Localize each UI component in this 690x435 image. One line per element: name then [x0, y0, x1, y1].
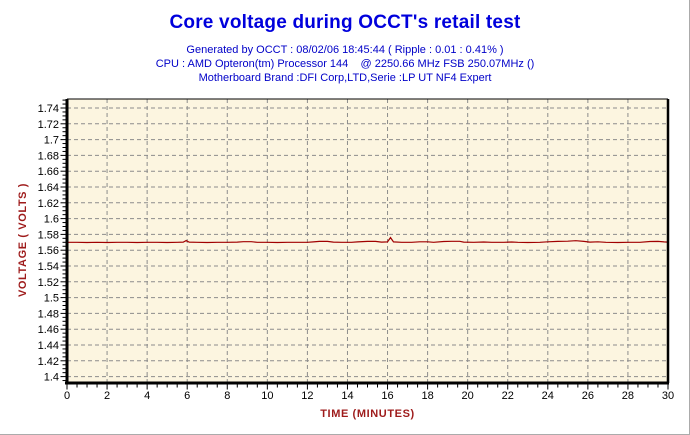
y-tick-label: 1.44 — [38, 340, 59, 352]
x-tick-label: 24 — [542, 390, 554, 402]
y-tick-label: 1.54 — [38, 261, 59, 273]
y-tick-label: 1.56 — [38, 245, 59, 257]
x-tick-label: 2 — [104, 390, 110, 402]
x-tick-label: 14 — [341, 390, 353, 402]
x-axis-title: TIME (MINUTES) — [320, 408, 415, 420]
page-title: Core voltage during OCCT's retail test — [169, 12, 521, 33]
x-tick-label: 4 — [144, 390, 150, 402]
x-tick-label: 8 — [224, 390, 230, 402]
x-tick-label: 30 — [662, 390, 674, 402]
y-tick-label: 1.58 — [38, 229, 59, 241]
y-tick-label: 1.5 — [44, 293, 59, 305]
x-tick-label: 18 — [421, 390, 433, 402]
y-tick-label: 1.74 — [38, 103, 59, 115]
x-tick-label: 22 — [502, 390, 514, 402]
y-axis-title: VOLTAGE ( VOLTS ) — [17, 182, 29, 298]
x-tick-label: 12 — [301, 390, 313, 402]
x-tick-label: 16 — [381, 390, 393, 402]
y-tick-label: 1.42 — [38, 356, 59, 368]
voltage-line — [67, 236, 669, 244]
y-tick-label: 1.72 — [38, 119, 59, 131]
y-tick-label: 1.52 — [38, 277, 59, 289]
y-tick-label: 1.64 — [38, 182, 59, 194]
voltage-chart-svg: 0 2 4 6 8 10 12 14 16 18 20 22 24 26 28 301.41.421.441.… — [38, 98, 674, 402]
subtitle-motherboard: Motherboard Brand :DFI Corp,LTD,Serie :L… — [198, 72, 492, 84]
y-tick-label: 1.62 — [38, 198, 59, 210]
y-tick-label: 1.48 — [38, 308, 59, 320]
y-tick-label: 1.7 — [44, 135, 59, 147]
y-tick-label: 1.6 — [44, 214, 59, 226]
y-tick-label: 1.66 — [38, 166, 59, 178]
y-tick-label: 1.46 — [38, 324, 59, 336]
x-tick-label: 0 — [64, 390, 70, 402]
y-tick-label: 1.68 — [38, 150, 59, 162]
subtitle-generated: Generated by OCCT : 08/02/06 18:45:44 ( … — [186, 44, 504, 56]
x-tick-label: 28 — [622, 390, 634, 402]
x-tick-label: 6 — [184, 390, 190, 402]
subtitle-cpu: CPU : AMD Opteron(tm) Processor 144 @ 22… — [155, 58, 535, 70]
x-tick-label: 20 — [462, 390, 474, 402]
x-tick-label: 26 — [582, 390, 594, 402]
x-tick-label: 10 — [261, 390, 273, 402]
y-tick-label: 1.4 — [44, 372, 59, 384]
